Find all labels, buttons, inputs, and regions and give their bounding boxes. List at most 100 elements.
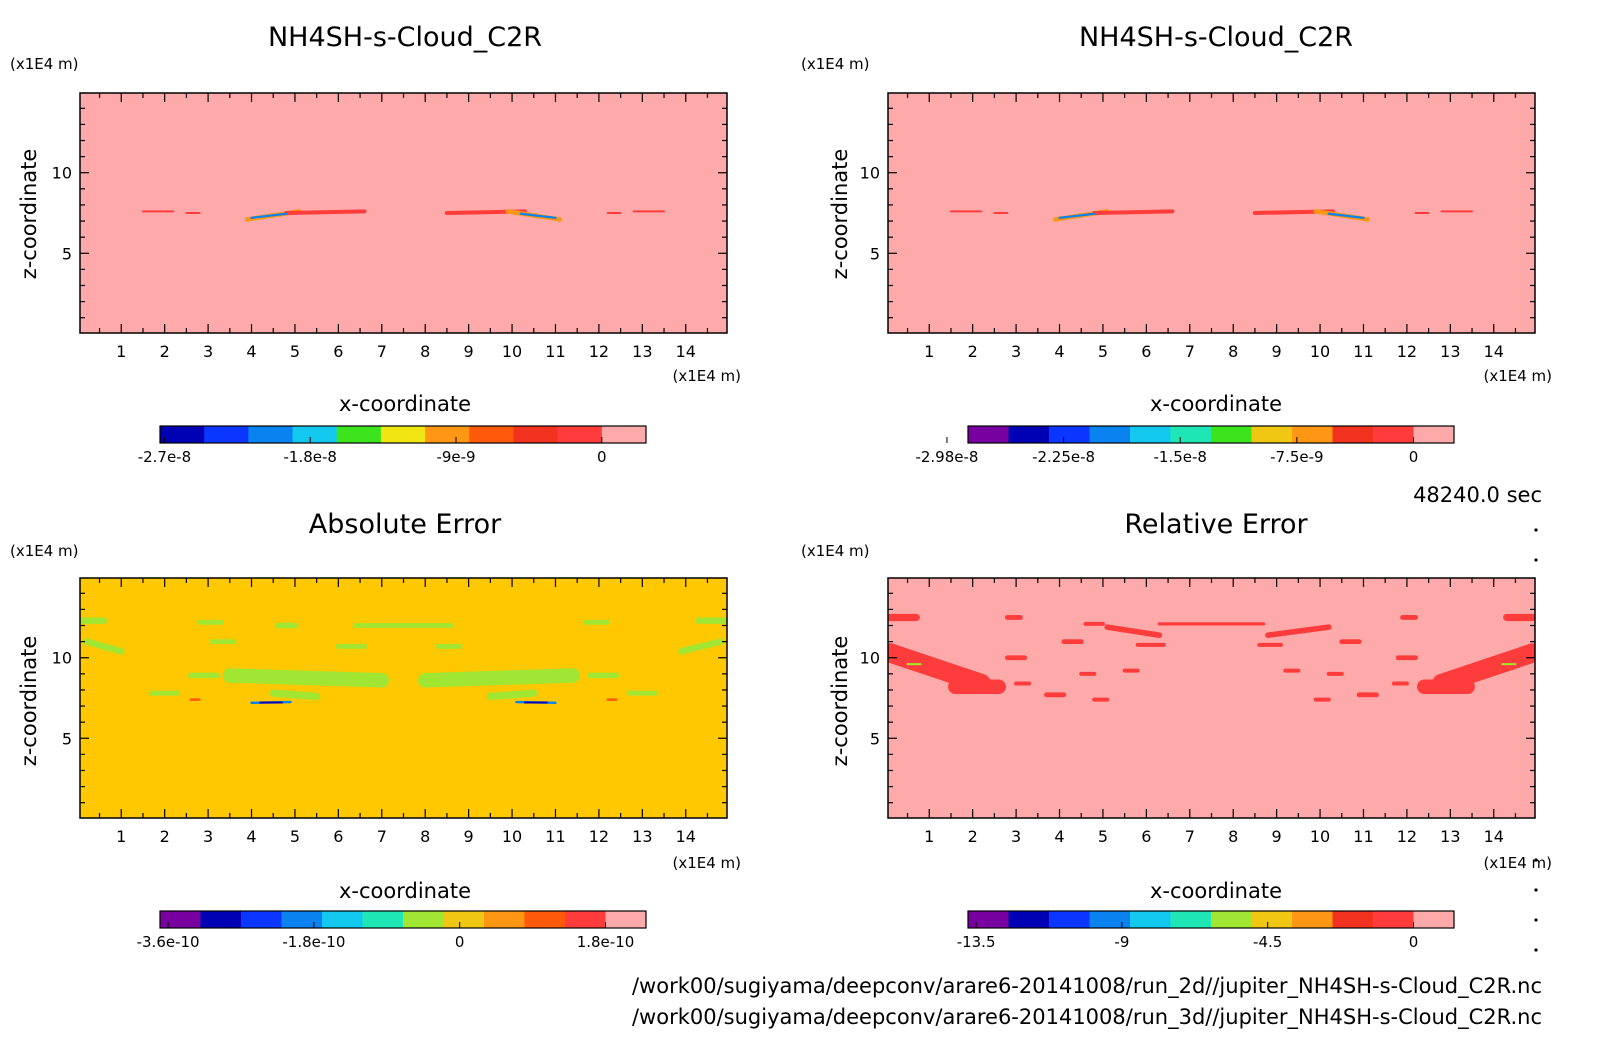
x-tick-label: 9 — [464, 827, 474, 846]
margin-dot — [1534, 558, 1538, 562]
colorbar-tick-label: -9 — [1114, 933, 1129, 951]
x-tick-label: 10 — [1310, 827, 1330, 846]
y-axis-label: z-coordinate — [828, 149, 852, 280]
x-axis-label: x-coordinate — [339, 879, 471, 903]
colorbar-tick-label: 0 — [1409, 448, 1419, 466]
field-features — [888, 613, 1535, 702]
x-axis-label: x-coordinate — [1150, 879, 1282, 903]
colorbar-tick-label: 1.8e-10 — [577, 933, 635, 951]
contour-region — [1092, 209, 1175, 216]
x-tick-label: 6 — [333, 827, 343, 846]
field-features — [949, 209, 1474, 222]
colorbar-tick-label: -2.7e-8 — [138, 448, 191, 466]
x-tick-label: 7 — [377, 342, 387, 361]
colorbar-segment — [1130, 911, 1171, 928]
x-tick-label: 9 — [1272, 827, 1282, 846]
colorbar-tick-label: -2.98e-8 — [915, 448, 978, 466]
panel-top-left: NH4SH-s-Cloud_C2R (x1E4 m) (x1E4 m) x-co… — [10, 22, 741, 466]
colorbar-segment — [1130, 426, 1171, 443]
x-tick-label: 2 — [160, 342, 170, 361]
panel-bottom-right: Relative Error (x1E4 m) (x1E4 m) x-coord… — [801, 509, 1552, 951]
colorbar-segment — [1089, 911, 1131, 928]
colorbar-tick-label: -1.8e-10 — [282, 933, 345, 951]
colorbar-tick-label: -9e-9 — [436, 448, 475, 466]
colorbar-segment — [200, 911, 242, 928]
x-tick-label: 13 — [1440, 827, 1460, 846]
x-tick-label: 13 — [632, 342, 652, 361]
margin-dot — [1534, 888, 1538, 892]
y-unit-label: (x1E4 m) — [10, 542, 79, 560]
x-tick-label: 4 — [246, 342, 256, 361]
field-features — [80, 617, 727, 705]
colorbar-segment — [469, 426, 514, 443]
x-tick-label: 5 — [1098, 342, 1108, 361]
colorbar-segment — [1413, 911, 1455, 928]
colorbar-frame — [159, 425, 647, 444]
x-tick-label: 10 — [502, 342, 522, 361]
margin-dots — [1534, 528, 1538, 952]
x-tick-label: 8 — [420, 827, 430, 846]
contour-region — [1327, 212, 1365, 219]
x-tick-label: 4 — [246, 827, 256, 846]
colorbar-segment — [336, 426, 382, 443]
plot-background — [80, 578, 727, 818]
x-tick-label: 4 — [1054, 342, 1064, 361]
colorbar-segment — [1089, 426, 1131, 443]
colorbar-segment — [1170, 911, 1212, 928]
colorbar-segment — [362, 911, 404, 928]
y-tick-label: 5 — [62, 729, 72, 748]
time-label: 48240.0 sec — [1413, 483, 1542, 507]
contour-region — [486, 689, 538, 701]
x-tick-label: 11 — [1353, 827, 1373, 846]
file-path-2d: /work00/sugiyama/deepconv/arare6-2014100… — [632, 974, 1542, 999]
x-axis-label: x-coordinate — [339, 392, 471, 416]
contour-region — [888, 643, 992, 694]
colorbar-segment — [248, 426, 294, 443]
colorbar-segment — [1413, 426, 1455, 443]
colorbar-frame — [967, 425, 1455, 444]
colorbar-segment — [281, 911, 323, 928]
colorbar-tick-label: -3.6e-10 — [137, 933, 200, 951]
y-tick-label: 5 — [870, 729, 880, 748]
colorbar-segment — [160, 911, 201, 928]
contour-region — [519, 212, 557, 219]
colorbar-segment — [968, 911, 1009, 928]
contour-region — [1104, 624, 1163, 639]
x-unit-label: (x1E4 m) — [672, 367, 741, 385]
colorbar-frame — [159, 910, 647, 929]
colorbar-tick-label: -13.5 — [957, 933, 996, 951]
colorbar-segment — [1251, 426, 1293, 443]
x-tick-label: 1 — [924, 342, 934, 361]
x-tick-label: 14 — [676, 342, 696, 361]
colorbar-segment — [1332, 426, 1374, 443]
x-tick-label: 1 — [924, 827, 934, 846]
colorbar-segment — [322, 911, 363, 928]
colorbar-segment — [968, 426, 1009, 443]
y-tick-label: 5 — [870, 244, 880, 263]
plot-background — [888, 578, 1535, 818]
colorbar-segment — [1292, 426, 1333, 443]
y-axis-label: z-coordinate — [17, 636, 41, 767]
x-tick-label: 1 — [116, 827, 126, 846]
x-unit-label: (x1E4 m) — [672, 854, 741, 872]
colorbar-segment — [1049, 911, 1090, 928]
colorbar-tick-label: -1.5e-8 — [1153, 448, 1206, 466]
x-tick-label: 8 — [1228, 827, 1238, 846]
colorbar-segment — [380, 426, 426, 443]
colorbar-segment — [1251, 911, 1293, 928]
y-tick-label: 5 — [62, 244, 72, 263]
x-tick-label: 6 — [1141, 342, 1151, 361]
x-tick-label: 5 — [290, 827, 300, 846]
x-tick-label: 7 — [377, 827, 387, 846]
margin-dot — [1534, 918, 1538, 922]
x-tick-label: 14 — [676, 827, 696, 846]
y-axis-label: z-coordinate — [17, 149, 41, 280]
colorbar-segment — [484, 911, 525, 928]
x-tick-label: 14 — [1484, 827, 1504, 846]
x-tick-label: 13 — [632, 827, 652, 846]
x-tick-label: 9 — [1272, 342, 1282, 361]
x-tick-label: 2 — [968, 827, 978, 846]
contour-region — [222, 668, 390, 688]
y-tick-label: 10 — [52, 164, 72, 183]
colorbar-segment — [557, 426, 603, 443]
